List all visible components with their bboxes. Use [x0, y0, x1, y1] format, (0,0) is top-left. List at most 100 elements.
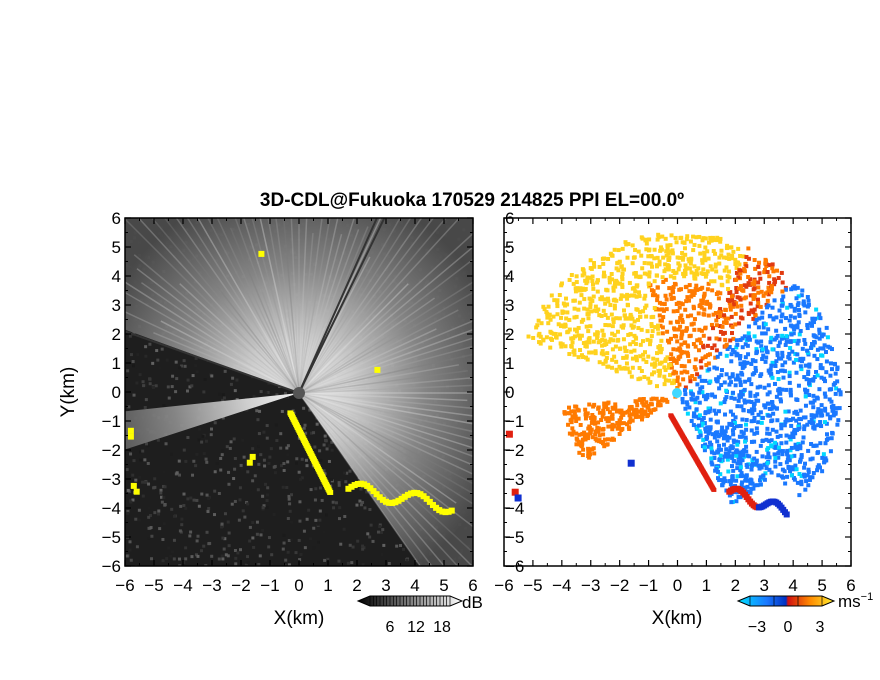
velocity-cell	[618, 421, 623, 426]
velocity-cell	[611, 319, 616, 324]
velocity-cell	[833, 362, 838, 367]
velocity-cell	[638, 314, 643, 319]
noise-cell	[264, 391, 268, 395]
velocity-cell	[692, 264, 697, 269]
noise-cell	[304, 431, 308, 435]
noise-cell	[126, 509, 130, 513]
velocity-cell	[580, 273, 585, 278]
beam-ray	[298, 232, 473, 394]
velocity-cell	[644, 400, 649, 405]
noise-cell	[163, 488, 167, 492]
velocity-cell	[615, 329, 620, 334]
colorbar-tick-label: 12	[407, 619, 425, 636]
noise-cell	[147, 482, 151, 486]
velocity-cell	[664, 398, 669, 403]
velocity-cell	[738, 361, 743, 366]
velocity-cell	[777, 308, 782, 313]
velocity-cell	[772, 361, 777, 366]
hard-target-pixel	[386, 499, 393, 506]
velocity-cell	[592, 451, 597, 456]
velocity-cell	[618, 346, 623, 351]
noise-cell	[255, 409, 259, 413]
velocity-cell	[712, 435, 717, 440]
velocity-cell	[655, 237, 660, 242]
velocity-cell	[570, 432, 575, 437]
hard-target-pixel	[367, 485, 374, 492]
velocity-cell	[792, 453, 797, 458]
velocity-cell	[779, 356, 784, 361]
noise-cell	[337, 522, 341, 526]
beam-ray	[298, 392, 422, 496]
velocity-cell	[640, 266, 645, 271]
velocity-cell	[610, 277, 615, 282]
velocity-cell	[800, 440, 805, 445]
x-tick-label: −5	[144, 576, 163, 595]
velocity-cell	[801, 301, 806, 306]
velocity-cell	[630, 316, 635, 321]
velocity-cell	[610, 347, 615, 352]
velocity-cell	[591, 260, 596, 265]
velocity-cell	[742, 334, 747, 339]
velocity-cell	[697, 429, 702, 434]
velocity-cell	[654, 396, 659, 401]
velocity-cell	[716, 434, 721, 439]
velocity-cell	[605, 315, 610, 320]
noise-cell	[287, 494, 291, 498]
beam-ray	[298, 246, 473, 394]
velocity-cell	[776, 388, 781, 393]
noise-cell	[178, 473, 182, 477]
velocity-cell	[745, 343, 750, 348]
velocity-cell	[657, 403, 662, 408]
velocity-cell	[749, 382, 754, 387]
velocity-cell	[817, 336, 822, 341]
velocity-cell	[727, 382, 732, 387]
velocity-cell	[710, 432, 715, 437]
noise-cell	[171, 550, 175, 554]
velocity-cell	[741, 364, 746, 369]
velocity-cell	[826, 344, 831, 349]
velocity-cell	[765, 392, 770, 397]
velocity-cell	[689, 418, 694, 423]
noise-cell	[286, 460, 290, 464]
velocity-cell	[805, 348, 810, 353]
velocity-cell	[622, 313, 627, 318]
velocity-cell	[807, 362, 812, 367]
velocity-cell	[704, 435, 709, 440]
velocity-cell	[776, 356, 781, 361]
hard-target-pixel	[127, 433, 134, 440]
velocity-cell	[803, 341, 808, 346]
velocity-cell	[580, 431, 585, 436]
velocity-cell	[700, 260, 705, 265]
velocity-cell	[702, 312, 707, 317]
velocity-cell	[730, 304, 735, 309]
noise-cell	[217, 557, 221, 561]
noise-cell	[185, 389, 189, 393]
noise-cell	[132, 393, 136, 397]
velocity-cell	[632, 286, 637, 291]
velocity-cell	[811, 425, 816, 430]
noise-cell	[209, 433, 213, 437]
noise-cell	[368, 508, 372, 512]
velocity-cell	[611, 424, 616, 429]
hard-target-pixel	[130, 482, 137, 489]
velocity-cell	[779, 426, 784, 431]
velocity-cell	[630, 365, 635, 370]
velocity-cell	[732, 350, 737, 355]
x-tick-label: −1	[260, 576, 279, 595]
velocity-cell	[677, 263, 682, 268]
noise-cell	[322, 530, 326, 534]
beam-ray	[179, 283, 300, 394]
velocity-cell	[738, 465, 743, 470]
reflectivity-rays	[125, 218, 473, 566]
noise-cell	[132, 364, 136, 368]
noise-cell	[149, 526, 153, 530]
velocity-cell	[754, 347, 759, 352]
velocity-cell	[697, 413, 702, 418]
velocity-cell	[706, 444, 711, 449]
noise-cell	[251, 479, 255, 483]
velocity-cell	[567, 327, 572, 332]
velocity-cell	[732, 440, 737, 445]
velocity-cell	[780, 303, 785, 308]
velocity-cell	[663, 277, 668, 282]
velocity-cell	[685, 314, 690, 319]
